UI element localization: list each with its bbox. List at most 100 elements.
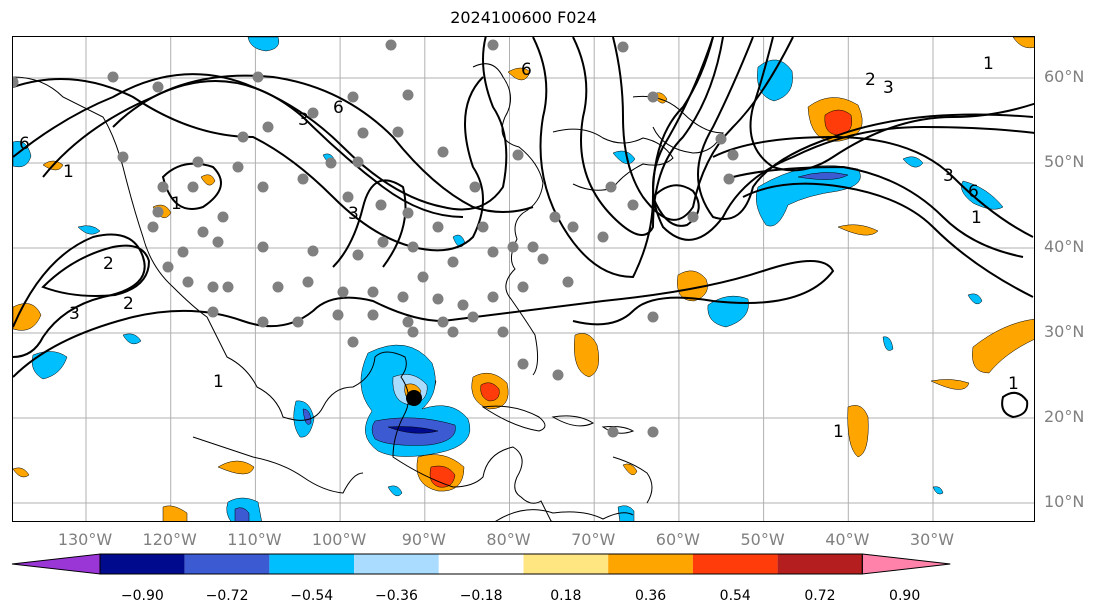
contour-label: 2 [123, 294, 134, 314]
station-dot [647, 91, 659, 103]
colorbar-outline [99, 553, 863, 575]
station-dot [517, 358, 529, 370]
station-dot [297, 173, 309, 185]
colorbar-tick-label: 0.18 [550, 588, 582, 604]
longitude-label: 100°W [311, 530, 367, 549]
map-title: 2024100600 F024 [450, 8, 597, 27]
coastline [552, 128, 674, 191]
station-dot [197, 226, 209, 238]
contour-line [13, 76, 484, 252]
latitude-label: 30°N [1044, 322, 1085, 341]
station-dot [512, 149, 524, 161]
colorbar-bin [184, 554, 270, 574]
latitude-label: 60°N [1044, 67, 1085, 86]
station-dot [232, 161, 244, 173]
station-dot [527, 241, 539, 253]
contour-line [332, 179, 407, 268]
station-dot [605, 181, 617, 193]
station-dot [437, 146, 449, 158]
station-dot [262, 121, 274, 133]
longitude-label: 120°W [142, 530, 197, 549]
station-dot [337, 286, 349, 298]
station-dot [385, 39, 397, 51]
station-dot [477, 221, 489, 233]
shaded-area [1012, 37, 1034, 49]
contour-line [161, 162, 222, 210]
station-dot [377, 236, 389, 248]
contour-line [732, 165, 1024, 258]
colorbar [11, 553, 951, 575]
coastline [192, 436, 364, 494]
longitude-label: 80°W [486, 530, 531, 549]
station-dot [487, 246, 499, 258]
colorbar-tick-label: −0.72 [205, 588, 249, 604]
colorbar-bin [269, 554, 355, 574]
station-dot [723, 173, 735, 185]
station-dot [307, 245, 319, 257]
station-dot [397, 291, 409, 303]
contour-line [572, 37, 724, 236]
contour-label: 1 [833, 422, 844, 442]
station-dot [647, 311, 659, 323]
shaded-area [847, 405, 869, 458]
colorbar-extend-min [11, 553, 101, 575]
contour-line [42, 80, 464, 218]
station-dot [357, 127, 369, 139]
contour-label: 1 [213, 372, 224, 392]
contour-line [742, 182, 1034, 298]
station-dot [332, 309, 344, 321]
station-dot [347, 336, 359, 348]
contour-label: 1 [63, 162, 74, 182]
station-dot [212, 236, 224, 248]
colorbar-tick-label: 0.54 [719, 588, 751, 604]
station-dot [352, 249, 364, 261]
contour-line [112, 74, 534, 213]
station-dot [727, 149, 739, 161]
station-dot [302, 276, 314, 288]
latitude-label: 20°N [1044, 407, 1085, 426]
contour-label: 2 [103, 254, 114, 274]
graticule [13, 37, 1034, 521]
station-dot [487, 291, 499, 303]
coastline [632, 95, 724, 154]
contour-label: 1 [1008, 374, 1019, 394]
colorbar-bin [100, 554, 185, 574]
station-dot [187, 181, 199, 193]
latitude-label: 50°N [1044, 152, 1085, 171]
latitude-label: 40°N [1044, 237, 1085, 256]
shaded-area [302, 408, 312, 425]
station-dot [467, 311, 479, 323]
station-dot [567, 221, 579, 233]
contour-line [712, 135, 1034, 238]
station-dot [417, 271, 429, 283]
colorbar-tick-label: 0.72 [804, 588, 836, 604]
station-dot [402, 316, 414, 328]
station-dot [182, 276, 194, 288]
longitude-label: 50°W [740, 530, 785, 549]
contour-label: 1 [171, 194, 182, 214]
colorbar-tick-label: 0.90 [889, 588, 921, 604]
station-dot [257, 241, 269, 253]
station-dot [469, 181, 481, 193]
shaded-area [387, 485, 403, 497]
coastlines [13, 63, 724, 521]
station-dot [107, 71, 119, 83]
colorbar-bin [438, 554, 524, 574]
shaded-area [162, 505, 188, 521]
station-dot [217, 211, 229, 223]
colorbar-bin [608, 554, 693, 574]
station-dot [447, 256, 459, 268]
contour-line [749, 37, 1034, 172]
contour-label: 6 [19, 134, 30, 154]
station-dot [347, 91, 359, 103]
contour-line [13, 233, 146, 358]
shaded-area [677, 270, 708, 302]
contour-line [652, 37, 1034, 241]
contour-label: 3 [348, 204, 359, 224]
contour-line [41, 244, 151, 297]
station-dot [117, 151, 129, 163]
station-dot [272, 281, 284, 293]
shaded-area [77, 225, 101, 235]
contour-label: 6 [968, 182, 979, 202]
